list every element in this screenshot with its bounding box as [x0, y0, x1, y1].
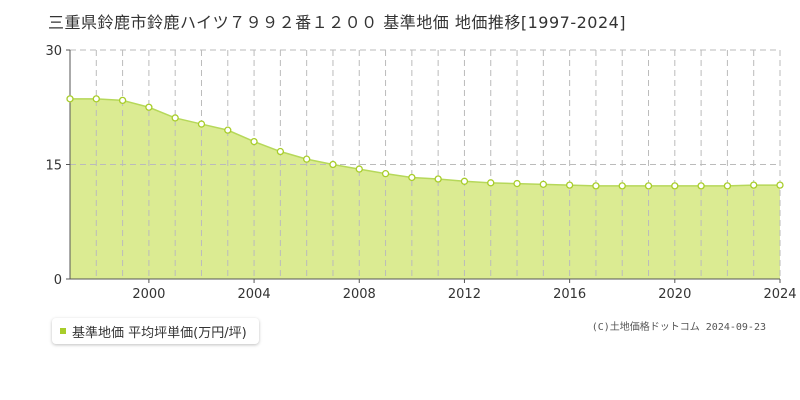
data-point [644, 182, 653, 190]
x-tick-label: 2000 [132, 287, 165, 302]
data-point [224, 126, 232, 134]
data-point [723, 182, 732, 190]
data-point [171, 114, 179, 122]
data-point [381, 170, 390, 178]
data-point [776, 181, 784, 189]
data-point [355, 165, 363, 173]
data-point [303, 155, 311, 163]
data-point [197, 120, 206, 128]
data-point [750, 181, 758, 189]
credit-text: (C)土地価格ドットコム 2024-09-23 [591, 322, 766, 333]
data-point [66, 95, 74, 103]
x-tick-label: 2004 [238, 287, 271, 302]
data-point [408, 173, 416, 182]
data-point [539, 180, 547, 188]
data-point [250, 137, 258, 146]
data-point [92, 95, 100, 103]
data-point [697, 182, 705, 190]
x-tick-label: 2020 [658, 287, 691, 302]
data-point [565, 181, 574, 189]
data-point [434, 175, 442, 183]
series-area [70, 98, 780, 279]
data-point [618, 182, 626, 190]
data-point [118, 96, 127, 105]
y-tick-label: 0 [54, 273, 62, 288]
legend: 基準地価 平均坪単価(万円/坪) [52, 318, 259, 344]
x-tick-label: 2024 [763, 287, 796, 302]
legend-swatch [60, 328, 66, 334]
data-point [276, 147, 285, 156]
y-tick-label: 30 [45, 44, 62, 59]
x-tick-label: 2016 [553, 287, 586, 302]
data-point [487, 179, 495, 187]
x-tick-label: 2012 [448, 287, 481, 302]
data-point [592, 182, 600, 190]
data-point [513, 179, 521, 188]
data-point [460, 177, 469, 185]
y-tick-label: 15 [45, 159, 62, 174]
data-point [145, 103, 153, 111]
x-tick-label: 2008 [343, 287, 376, 302]
data-point [671, 182, 679, 190]
data-point [329, 160, 337, 169]
series-line [70, 98, 780, 187]
chart-title: 三重県鈴鹿市鈴鹿ハイツ７９９２番１２００ 基準地価 地価推移[1997-2024… [48, 13, 627, 32]
legend-label: 基準地価 平均坪単価(万円/坪) [72, 325, 247, 341]
